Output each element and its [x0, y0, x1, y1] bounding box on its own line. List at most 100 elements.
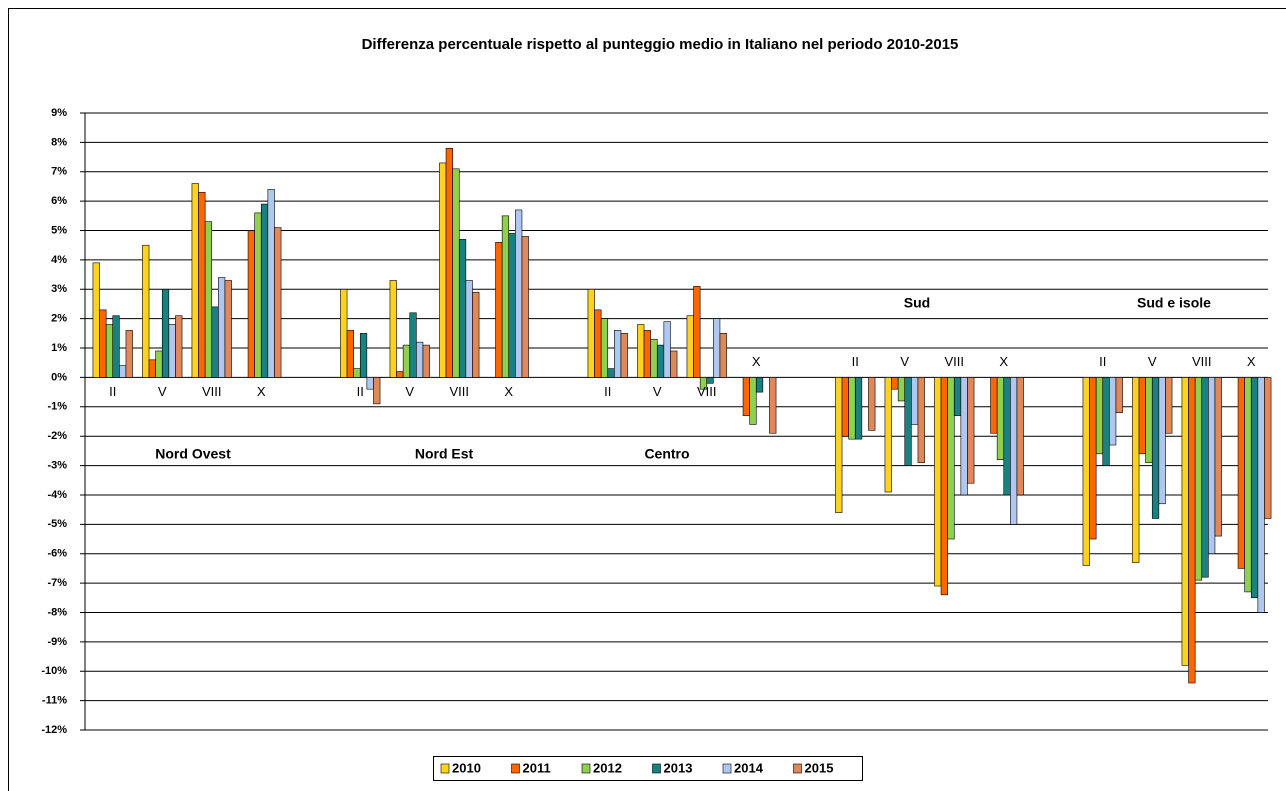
legend-label: 2011 — [523, 760, 551, 775]
bar — [686, 315, 694, 378]
bar — [947, 377, 955, 540]
legend-box — [433, 756, 863, 781]
y-tick-label: -6% — [47, 548, 67, 560]
x-tick-label: V — [405, 384, 414, 399]
x-tick-label: VIII — [944, 354, 964, 369]
x-tick-label: VIII — [1192, 354, 1212, 369]
y-tick-label: -2% — [47, 430, 67, 442]
y-tick-label: -7% — [47, 577, 67, 589]
bar — [940, 377, 948, 596]
bar — [175, 315, 183, 378]
y-tick-label: -11% — [42, 695, 67, 707]
bar — [996, 377, 1005, 460]
bar — [656, 344, 665, 378]
bar — [1102, 377, 1110, 466]
bar — [501, 215, 510, 378]
region-label: Nord Est — [415, 446, 474, 462]
x-tick-label: II — [852, 354, 859, 369]
bar — [1244, 377, 1252, 593]
bar — [607, 368, 615, 378]
bar — [868, 377, 876, 431]
bar — [465, 280, 473, 378]
bar — [1194, 377, 1203, 581]
y-tick-label: -9% — [47, 636, 67, 648]
bar — [452, 168, 460, 378]
x-tick-label: V — [1148, 354, 1157, 369]
y-tick-label: 5% — [51, 224, 67, 236]
legend-label: 2013 — [664, 760, 693, 775]
bar — [1214, 377, 1222, 537]
bar — [508, 233, 516, 378]
chart-frame — [8, 8, 1286, 791]
bar — [749, 377, 757, 425]
bar — [267, 189, 275, 378]
bar — [92, 262, 100, 378]
region-label: Nord Ovest — [155, 446, 231, 462]
bar — [224, 280, 232, 378]
bar — [1095, 377, 1104, 455]
bar — [458, 239, 467, 378]
x-tick-label: VIII — [697, 384, 717, 399]
x-tick-label: II — [357, 384, 364, 399]
bar — [247, 230, 255, 378]
bar — [366, 377, 374, 390]
bar — [1082, 377, 1090, 566]
region-label: Centro — [644, 446, 689, 462]
bar — [168, 324, 176, 378]
legend-swatch — [652, 763, 661, 774]
bar — [396, 371, 404, 378]
x-tick-label: X — [752, 354, 761, 369]
bar — [1181, 377, 1189, 666]
bar — [274, 227, 282, 378]
legend-label: 2014 — [734, 760, 764, 775]
bar — [1158, 377, 1166, 505]
y-tick-label: 1% — [51, 342, 67, 354]
y-tick-label: 4% — [51, 254, 67, 266]
legend-swatch — [793, 763, 802, 774]
bar — [1132, 377, 1140, 563]
region-label: Sud e isole — [1137, 295, 1211, 311]
x-tick-label: VIII — [202, 384, 222, 399]
bar — [897, 377, 906, 402]
bar — [340, 288, 348, 378]
bar — [211, 306, 219, 378]
x-tick-label: II — [109, 384, 116, 399]
bar — [990, 377, 998, 434]
bar — [218, 277, 226, 378]
x-tick-label: V — [653, 384, 662, 399]
bar — [416, 341, 424, 378]
bar — [854, 377, 863, 440]
bar — [911, 377, 919, 425]
bar — [884, 377, 892, 493]
legend-swatch — [511, 763, 520, 774]
legend-swatch — [440, 763, 450, 774]
bar — [1264, 377, 1272, 519]
bar — [1003, 377, 1011, 496]
bar — [346, 330, 354, 378]
x-tick-label: X — [999, 354, 1008, 369]
bar — [967, 377, 975, 484]
bar — [1151, 377, 1160, 519]
y-tick-label: -10% — [41, 665, 67, 677]
legend-label: 2015 — [805, 760, 834, 775]
y-tick-label: 7% — [51, 166, 67, 178]
bar — [353, 368, 361, 378]
x-tick-label: X — [257, 384, 266, 399]
bar — [663, 321, 671, 378]
bar — [389, 280, 397, 378]
bar — [1237, 377, 1245, 569]
bar — [643, 330, 651, 378]
bar — [439, 162, 447, 378]
x-tick-label: VIII — [449, 384, 469, 399]
bar — [587, 288, 595, 378]
bar — [904, 377, 912, 466]
bar — [125, 330, 133, 378]
region-label: Sud — [904, 295, 930, 311]
bar — [713, 318, 721, 378]
bar — [445, 147, 453, 378]
bar — [934, 377, 942, 587]
bar — [198, 192, 206, 378]
x-tick-label: V — [900, 354, 909, 369]
bar — [260, 203, 269, 378]
